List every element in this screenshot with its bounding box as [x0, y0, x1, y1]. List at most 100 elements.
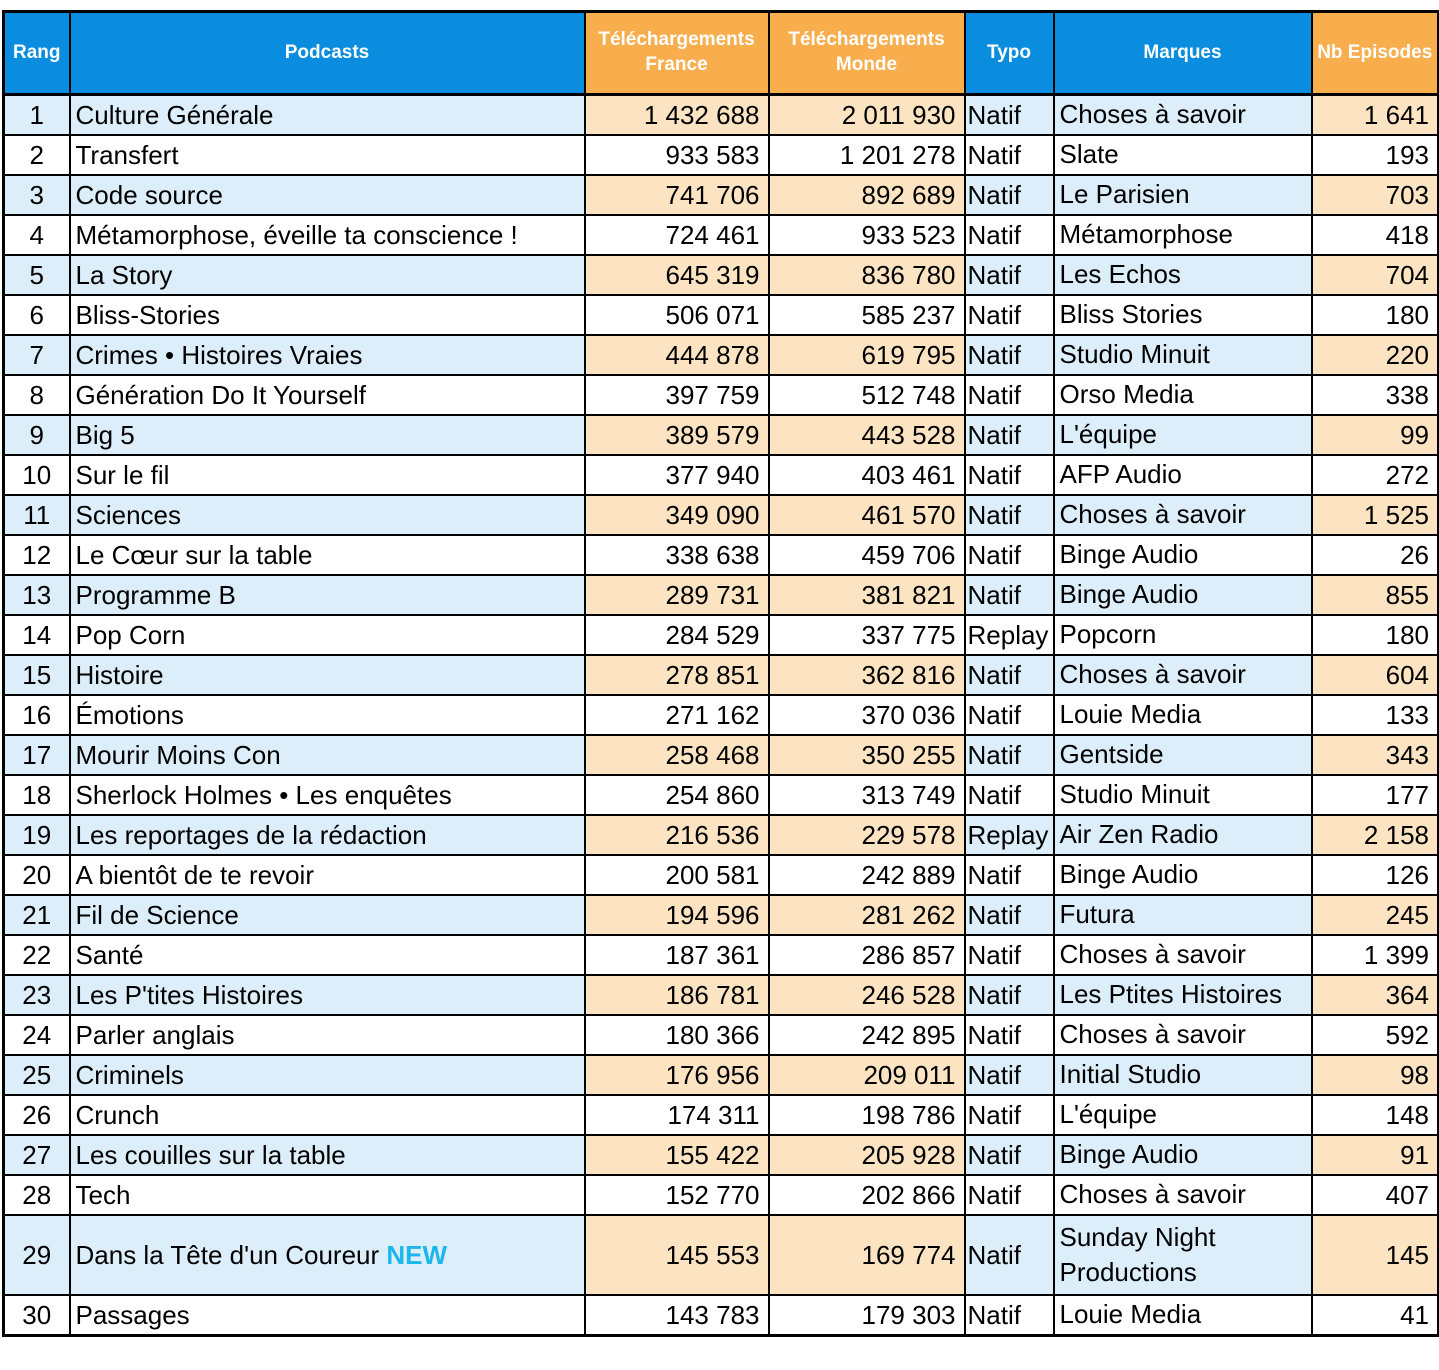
cell-marque: Sunday Night Productions — [1052, 1214, 1313, 1296]
cell-episodes: 180 — [1310, 294, 1439, 336]
cell-dl_france: 289 731 — [583, 574, 770, 616]
cell-podcast: Code source — [68, 174, 586, 216]
table-row: 15 Histoire 278 851 362 816 Natif Choses à sa… — [2, 654, 1439, 696]
cell-podcast: Sur le fil — [68, 454, 586, 496]
table-row: 1 Culture Générale 1 432 688 2 011 930 Natif… — [2, 93, 1439, 136]
table-row: 9 Big 5 389 579 443 528 Natif L'équipe 99 — [2, 414, 1439, 456]
table-row: 13 Programme B 289 731 381 821 Natif Binge Au… — [2, 574, 1439, 616]
cell-podcast: Le Cœur sur la table — [68, 534, 586, 576]
cell-typo: Natif — [963, 334, 1055, 376]
table-row: 5 La Story 645 319 836 780 Natif Les Echos 704 — [2, 254, 1439, 296]
column-header-marques: Marques — [1052, 10, 1313, 96]
cell-marque: Les Echos — [1052, 254, 1313, 296]
column-header-dl-monde: Téléchargements Monde — [767, 10, 966, 96]
cell-dl_monde: 286 857 — [767, 934, 966, 976]
column-header-podcasts: Podcasts — [68, 10, 586, 96]
cell-podcast: Métamorphose, éveille ta conscience ! — [68, 214, 586, 256]
table-row: 16 Émotions 271 162 370 036 Natif Louie Media… — [2, 694, 1439, 736]
cell-rang: 2 — [2, 134, 71, 176]
column-header-typo: Typo — [963, 10, 1055, 96]
table-body: 1 Culture Générale 1 432 688 2 011 930 Natif… — [2, 93, 1439, 1337]
cell-episodes: 338 — [1310, 374, 1439, 416]
cell-marque: Louie Media — [1052, 694, 1313, 736]
table-row: 10 Sur le fil 377 940 403 461 Natif AFP Audio… — [2, 454, 1439, 496]
cell-rang: 23 — [2, 974, 71, 1016]
cell-dl_france: 389 579 — [583, 414, 770, 456]
table-row: 24 Parler anglais 180 366 242 895 Natif Chose… — [2, 1014, 1439, 1056]
cell-episodes: 592 — [1310, 1014, 1439, 1056]
cell-dl_france: 506 071 — [583, 294, 770, 336]
cell-rang: 10 — [2, 454, 71, 496]
cell-typo: Natif — [963, 374, 1055, 416]
cell-typo: Natif — [963, 93, 1055, 136]
cell-marque: Les Ptites Histoires — [1052, 974, 1313, 1016]
cell-dl_france: 194 596 — [583, 894, 770, 936]
table-row: 11 Sciences 349 090 461 570 Natif Choses à sa… — [2, 494, 1439, 536]
cell-dl_monde: 362 816 — [767, 654, 966, 696]
cell-rang: 21 — [2, 894, 71, 936]
cell-episodes: 272 — [1310, 454, 1439, 496]
cell-dl_monde: 246 528 — [767, 974, 966, 1016]
cell-typo: Replay — [963, 614, 1055, 656]
cell-dl_monde: 381 821 — [767, 574, 966, 616]
cell-marque: Choses à savoir — [1052, 1174, 1313, 1216]
cell-dl_france: 377 940 — [583, 454, 770, 496]
cell-dl_france: 741 706 — [583, 174, 770, 216]
cell-dl_france: 176 956 — [583, 1054, 770, 1096]
cell-episodes: 126 — [1310, 854, 1439, 896]
cell-rang: 17 — [2, 734, 71, 776]
cell-dl_monde: 205 928 — [767, 1134, 966, 1176]
table-row: 18 Sherlock Holmes • Les enquêtes 254 860 3… — [2, 774, 1439, 816]
column-header-nb-episodes: Nb Episodes — [1310, 10, 1439, 96]
cell-marque: Futura — [1052, 894, 1313, 936]
cell-typo: Natif — [963, 494, 1055, 536]
cell-episodes: 148 — [1310, 1094, 1439, 1136]
new-badge: NEW — [379, 1239, 448, 1270]
cell-podcast: Programme B — [68, 574, 586, 616]
cell-dl_monde: 229 578 — [767, 814, 966, 856]
cell-dl_monde: 209 011 — [767, 1054, 966, 1096]
cell-podcast: Transfert — [68, 134, 586, 176]
cell-typo: Natif — [963, 1214, 1055, 1296]
cell-rang: 15 — [2, 654, 71, 696]
table-row: 7 Crimes • Histoires Vraies 444 878 619 795… — [2, 334, 1439, 376]
cell-dl_france: 724 461 — [583, 214, 770, 256]
table-row: 6 Bliss-Stories 506 071 585 237 Natif Bliss S… — [2, 294, 1439, 336]
table-row: 26 Crunch 174 311 198 786 Natif L'équipe 148 — [2, 1094, 1439, 1136]
cell-dl_france: 271 162 — [583, 694, 770, 736]
cell-dl_france: 152 770 — [583, 1174, 770, 1216]
cell-rang: 11 — [2, 494, 71, 536]
cell-episodes: 180 — [1310, 614, 1439, 656]
cell-episodes: 703 — [1310, 174, 1439, 216]
cell-typo: Natif — [963, 1054, 1055, 1096]
cell-marque: Air Zen Radio — [1052, 814, 1313, 856]
cell-podcast: Tech — [68, 1174, 586, 1216]
cell-marque: Le Parisien — [1052, 174, 1313, 216]
table-row: 29 Dans la Tête d'un Coureur NEW 145 553 16… — [2, 1214, 1439, 1296]
cell-dl_france: 254 860 — [583, 774, 770, 816]
cell-podcast: La Story — [68, 254, 586, 296]
cell-typo: Replay — [963, 814, 1055, 856]
cell-dl_france: 1 432 688 — [583, 93, 770, 136]
cell-podcast: Sciences — [68, 494, 586, 536]
cell-dl_france: 933 583 — [583, 134, 770, 176]
cell-marque: Bliss Stories — [1052, 294, 1313, 336]
cell-podcast: Émotions — [68, 694, 586, 736]
cell-podcast: A bientôt de te revoir — [68, 854, 586, 896]
cell-typo: Natif — [963, 1134, 1055, 1176]
column-header-rang: Rang — [2, 10, 71, 96]
table-row: 21 Fil de Science 194 596 281 262 Natif Futur… — [2, 894, 1439, 936]
cell-rang: 7 — [2, 334, 71, 376]
cell-dl_monde: 370 036 — [767, 694, 966, 736]
cell-rang: 19 — [2, 814, 71, 856]
cell-dl_monde: 892 689 — [767, 174, 966, 216]
cell-rang: 24 — [2, 1014, 71, 1056]
cell-typo: Natif — [963, 774, 1055, 816]
cell-dl_france: 200 581 — [583, 854, 770, 896]
cell-dl_monde: 2 011 930 — [767, 93, 966, 136]
cell-marque: Slate — [1052, 134, 1313, 176]
cell-episodes: 220 — [1310, 334, 1439, 376]
cell-typo: Natif — [963, 294, 1055, 336]
cell-dl_monde: 512 748 — [767, 374, 966, 416]
table-row: 8 Génération Do It Yourself 397 759 512 748… — [2, 374, 1439, 416]
